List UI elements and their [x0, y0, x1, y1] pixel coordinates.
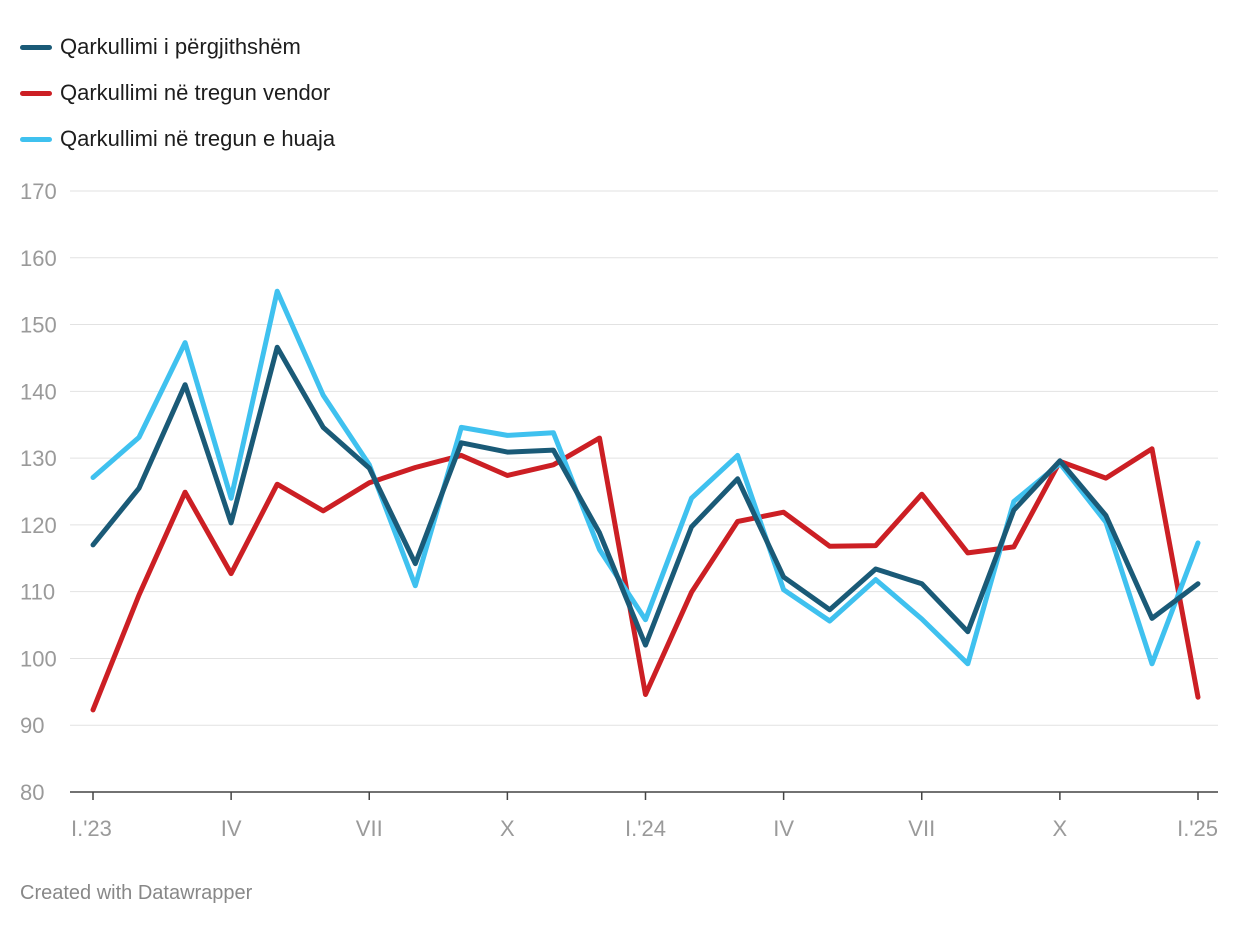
- legend-label-domestic: Qarkullimi në tregun vendor: [60, 80, 331, 105]
- x-tick-label: VII: [356, 816, 383, 841]
- legend: Qarkullimi i përgjithshëm Qarkullimi në …: [20, 24, 335, 162]
- series-line-total: [90, 344, 1201, 648]
- y-tick-label: 130: [20, 446, 57, 471]
- legend-swatch-total: [20, 44, 52, 50]
- y-tick-label: 160: [20, 246, 57, 271]
- x-tick-label: I.'23: [71, 816, 112, 841]
- legend-label-foreign: Qarkullimi në tregun e huaja: [60, 126, 336, 151]
- series-line-foreign: [90, 288, 1201, 667]
- y-tick-label: 150: [20, 313, 57, 338]
- legend-item-total: Qarkullimi i përgjithshëm: [20, 24, 335, 70]
- y-axis-tick-labels: 80 90 100 110 120 130 140 150 160 170: [20, 179, 57, 805]
- x-axis: I.'23 IV VII X I.'24 IV VII X I.'25: [71, 792, 1218, 841]
- legend-item-foreign: Qarkullimi në tregun e huaja: [20, 116, 335, 162]
- x-tick-label: VII: [908, 816, 935, 841]
- x-tick-label: X: [500, 816, 515, 841]
- series-lines: [90, 288, 1201, 713]
- series-line-domestic: [90, 435, 1201, 713]
- x-tick-label: I.'25: [1177, 816, 1218, 841]
- datawrapper-credit: Created with Datawrapper: [20, 882, 253, 904]
- grid-lines: [70, 190, 1218, 793]
- x-tick-label: X: [1053, 816, 1068, 841]
- legend-label-total: Qarkullimi i përgjithshëm: [60, 34, 301, 59]
- y-tick-label: 110: [20, 580, 55, 605]
- x-tick-label: I.'24: [625, 816, 666, 841]
- x-tick-label: IV: [773, 816, 794, 841]
- x-tick-label: IV: [221, 816, 242, 841]
- y-tick-label: 120: [20, 513, 57, 538]
- legend-swatch-domestic: [20, 90, 52, 96]
- y-tick-label: 100: [20, 646, 57, 671]
- y-tick-label: 170: [20, 179, 57, 204]
- legend-swatch-foreign: [20, 136, 52, 142]
- y-tick-label: 80: [20, 780, 44, 805]
- y-tick-label: 140: [20, 379, 57, 404]
- legend-item-domestic: Qarkullimi në tregun vendor: [20, 70, 335, 116]
- y-tick-label: 90: [20, 713, 44, 738]
